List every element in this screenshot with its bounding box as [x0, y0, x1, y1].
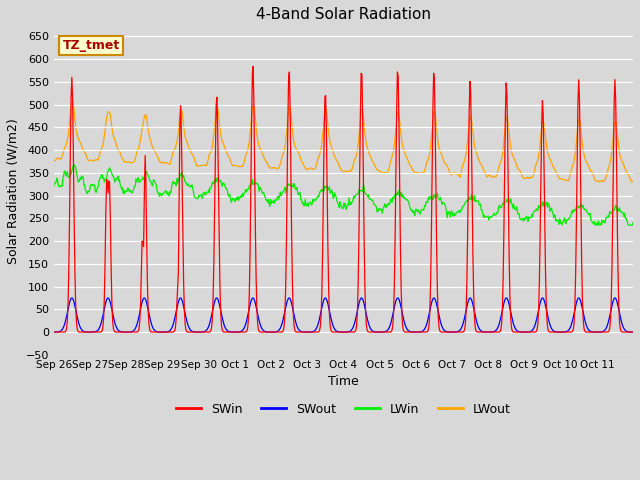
- Text: TZ_tmet: TZ_tmet: [63, 39, 120, 52]
- Title: 4-Band Solar Radiation: 4-Band Solar Radiation: [256, 7, 431, 22]
- X-axis label: Time: Time: [328, 375, 359, 388]
- Legend: SWin, SWout, LWin, LWout: SWin, SWout, LWin, LWout: [171, 397, 516, 420]
- Y-axis label: Solar Radiation (W/m2): Solar Radiation (W/m2): [7, 118, 20, 264]
